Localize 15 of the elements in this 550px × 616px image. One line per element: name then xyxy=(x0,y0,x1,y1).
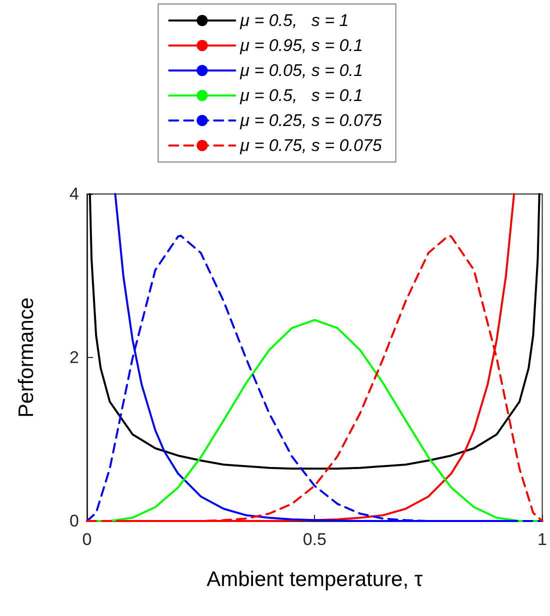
y-axis-title: Performance xyxy=(15,297,38,418)
x-tick-label: 0.5 xyxy=(302,530,326,549)
y-tick-label: 2 xyxy=(70,348,79,367)
legend-label: μ = 0.75, s = 0.075 xyxy=(239,136,382,155)
legend-label: μ = 0.5, s = 0.1 xyxy=(239,86,363,105)
legend-label: μ = 0.25, s = 0.075 xyxy=(239,111,382,130)
x-axis-title: Ambient temperature, τ xyxy=(206,568,424,591)
legend-label: μ = 0.05, s = 0.1 xyxy=(239,61,363,80)
y-tick-label: 4 xyxy=(70,184,79,204)
legend-label: μ = 0.95, s = 0.1 xyxy=(239,36,363,55)
legend-label: μ = 0.5, s = 1 xyxy=(239,11,349,30)
y-tick-label: 0 xyxy=(70,512,79,530)
x-tick-label: 1 xyxy=(538,530,548,549)
x-tick-label: 0 xyxy=(82,530,92,549)
line-series xyxy=(88,193,540,470)
